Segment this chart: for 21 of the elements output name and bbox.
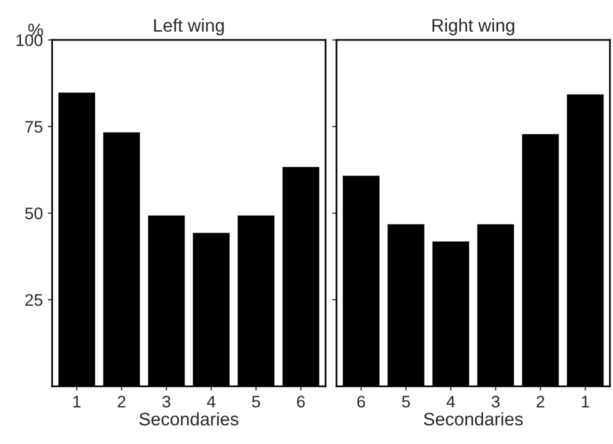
y-tick-label: 75 xyxy=(25,121,42,133)
y-tick-label: 25 xyxy=(25,294,42,306)
y-tick-label: 50 xyxy=(25,208,42,220)
x-tick-label: 6 xyxy=(357,396,366,408)
x-tick-label: 6 xyxy=(297,396,305,408)
x-tick-label: 4 xyxy=(446,396,455,408)
x-tick-label: 4 xyxy=(206,396,216,408)
x-tick-label: 2 xyxy=(536,396,544,408)
x-tick-label: 3 xyxy=(162,396,170,408)
x-axis-title: Secondaries xyxy=(424,412,523,426)
y-tick-label: 100 xyxy=(16,34,42,46)
chart-title: Left wing xyxy=(154,18,224,36)
x-tick-label: 3 xyxy=(492,396,500,408)
x-axis-title: Secondaries xyxy=(139,412,238,426)
y-axis-title: % xyxy=(28,24,44,36)
x-tick-label: 1 xyxy=(73,396,81,408)
x-tick-label: 5 xyxy=(252,396,260,408)
x-tick-label: 1 xyxy=(582,396,590,408)
x-tick-label: 2 xyxy=(118,396,126,408)
chart-title: Right wing xyxy=(432,18,514,36)
x-tick-label: 5 xyxy=(402,396,410,408)
